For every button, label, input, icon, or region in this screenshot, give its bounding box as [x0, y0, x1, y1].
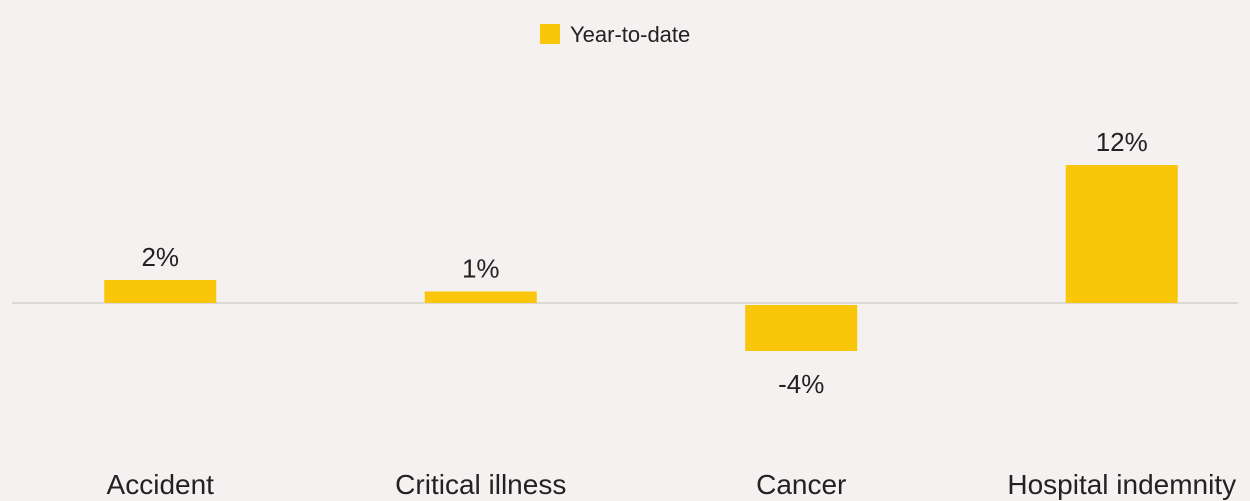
value-label-critical-illness: 1%: [462, 254, 500, 284]
value-label-hospital-indemnity: 12%: [1096, 127, 1148, 157]
value-labels-group: 2% 1% -4% 12%: [141, 127, 1147, 399]
bar-hospital-indemnity: [1065, 165, 1178, 303]
bar-critical-illness: [424, 291, 537, 303]
category-label-accident: Accident: [107, 469, 215, 500]
bars-group: [104, 165, 1178, 351]
legend-swatch: [540, 24, 560, 44]
bar-cancer: [745, 305, 858, 351]
legend-label: Year-to-date: [570, 22, 690, 47]
bar-accident: [104, 280, 217, 303]
category-label-hospital-indemnity: Hospital indemnity: [1007, 469, 1236, 500]
legend: Year-to-date: [540, 22, 690, 47]
category-label-critical-illness: Critical illness: [395, 469, 566, 500]
category-labels-group: Accident Critical illness Cancer Hospital i…: [107, 469, 1237, 500]
value-label-accident: 2%: [141, 242, 179, 272]
category-label-cancer: Cancer: [756, 469, 846, 500]
value-label-cancer: -4%: [778, 369, 824, 399]
